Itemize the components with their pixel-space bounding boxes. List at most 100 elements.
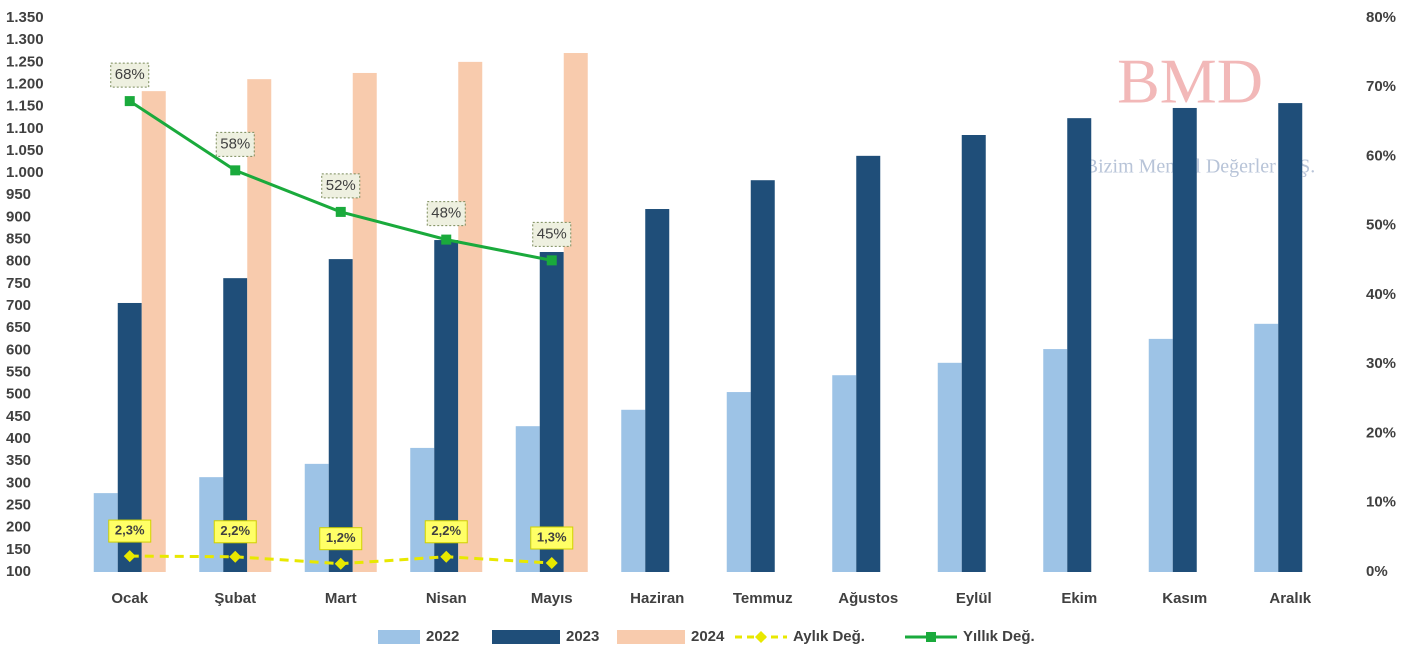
y2-tick-label: 40%	[1366, 286, 1396, 303]
bar	[1254, 323, 1279, 572]
y-tick-label: 550	[6, 364, 31, 381]
x-tick-label: Temmuz	[733, 590, 793, 607]
x-tick-label: Ocak	[111, 590, 148, 607]
y2-tick-label: 80%	[1366, 9, 1396, 26]
data-label: 58%	[220, 135, 250, 152]
y-tick-label: 1.150	[6, 98, 44, 115]
legend-swatch	[617, 630, 685, 644]
legend-label: 2022	[426, 628, 459, 645]
y-tick-label: 200	[6, 519, 31, 536]
x-tick-label: Eylül	[956, 590, 992, 607]
y2-tick-label: 10%	[1366, 494, 1396, 511]
data-label-box	[424, 520, 468, 544]
legend-label: Yıllık Değ.	[963, 628, 1035, 645]
y2-tick-label: 60%	[1366, 147, 1396, 164]
y2-tick-label: 20%	[1366, 424, 1396, 441]
bar	[304, 463, 329, 572]
bar	[645, 209, 670, 572]
y-tick-label: 700	[6, 297, 31, 314]
bar	[937, 362, 962, 572]
y-tick-label: 400	[6, 430, 31, 447]
bar	[1148, 338, 1173, 572]
y-tick-label: 800	[6, 253, 31, 270]
bar	[328, 259, 353, 572]
marker	[335, 206, 346, 217]
marker	[123, 550, 136, 563]
marker	[441, 234, 452, 245]
bar	[458, 61, 483, 572]
y-tick-label: 1.300	[6, 31, 44, 48]
y2-tick-label: 50%	[1366, 217, 1396, 234]
data-label-box	[213, 520, 257, 544]
x-tick-label: Mart	[325, 590, 357, 607]
legend-marker	[755, 631, 767, 643]
x-tick-label: Aralık	[1269, 590, 1311, 607]
y-tick-label: 1.200	[6, 75, 44, 92]
bar	[434, 240, 459, 572]
y-tick-label: 1.000	[6, 164, 44, 181]
x-tick-label: Kasım	[1162, 590, 1207, 607]
bar	[1067, 118, 1092, 572]
bar	[352, 72, 377, 573]
y-tick-label: 350	[6, 452, 31, 469]
y-tick-label: 750	[6, 275, 31, 292]
y-tick-label: 1.350	[6, 9, 44, 26]
y-tick-label: 250	[6, 496, 31, 513]
y-tick-label: 950	[6, 186, 31, 203]
marker	[229, 550, 242, 563]
bar	[539, 252, 564, 573]
bar	[141, 91, 166, 573]
y-tick-label: 1.100	[6, 120, 44, 137]
marker	[124, 96, 135, 107]
data-label: 2,2%	[220, 523, 250, 538]
data-label-box	[426, 201, 466, 227]
legend-swatch	[492, 630, 560, 644]
bar	[1172, 107, 1197, 572]
x-tick-label: Mayıs	[531, 590, 573, 607]
x-tick-label: Nisan	[426, 590, 467, 607]
bar	[726, 392, 751, 572]
watermark-text: Bizim Menkul Değerler A.Ş.	[1085, 156, 1316, 178]
marker	[334, 557, 347, 570]
bar	[410, 447, 435, 572]
x-tick-label: Ağustos	[838, 590, 898, 607]
y-tick-label: 100	[6, 563, 31, 580]
bar	[515, 426, 540, 572]
x-tick-label: Şubat	[214, 590, 256, 607]
bar	[832, 375, 857, 572]
y-tick-label: 450	[6, 408, 31, 425]
data-label: 52%	[326, 177, 356, 194]
bar	[563, 53, 588, 572]
marker	[440, 550, 453, 563]
data-label: 2,3%	[115, 523, 145, 538]
bar	[621, 409, 646, 572]
y-tick-label: 500	[6, 386, 31, 403]
data-label-box	[532, 221, 572, 247]
y-tick-label: 600	[6, 341, 31, 358]
y2-tick-label: 30%	[1366, 355, 1396, 372]
data-label-box	[530, 526, 574, 550]
legend-swatch	[378, 630, 420, 644]
y-tick-label: 300	[6, 474, 31, 491]
data-label: 48%	[431, 205, 461, 222]
marker	[545, 556, 558, 569]
data-label-box	[319, 527, 363, 551]
data-label-box	[110, 62, 150, 88]
watermark-logo: BMD	[1117, 46, 1263, 117]
data-label: 1,3%	[537, 529, 567, 544]
marker	[230, 165, 241, 176]
data-label-box	[215, 131, 255, 157]
y-tick-label: 900	[6, 208, 31, 225]
data-label-box	[108, 519, 152, 543]
data-label: 1,2%	[326, 530, 356, 545]
legend-marker	[926, 632, 936, 642]
y-tick-label: 1.050	[6, 142, 44, 159]
legend-label: 2023	[566, 628, 599, 645]
data-label-box	[321, 173, 361, 199]
bar	[750, 180, 775, 573]
y2-tick-label: 0%	[1366, 563, 1388, 580]
legend-label: Aylık Değ.	[793, 628, 865, 645]
x-tick-label: Ekim	[1061, 590, 1097, 607]
y-tick-label: 850	[6, 231, 31, 248]
